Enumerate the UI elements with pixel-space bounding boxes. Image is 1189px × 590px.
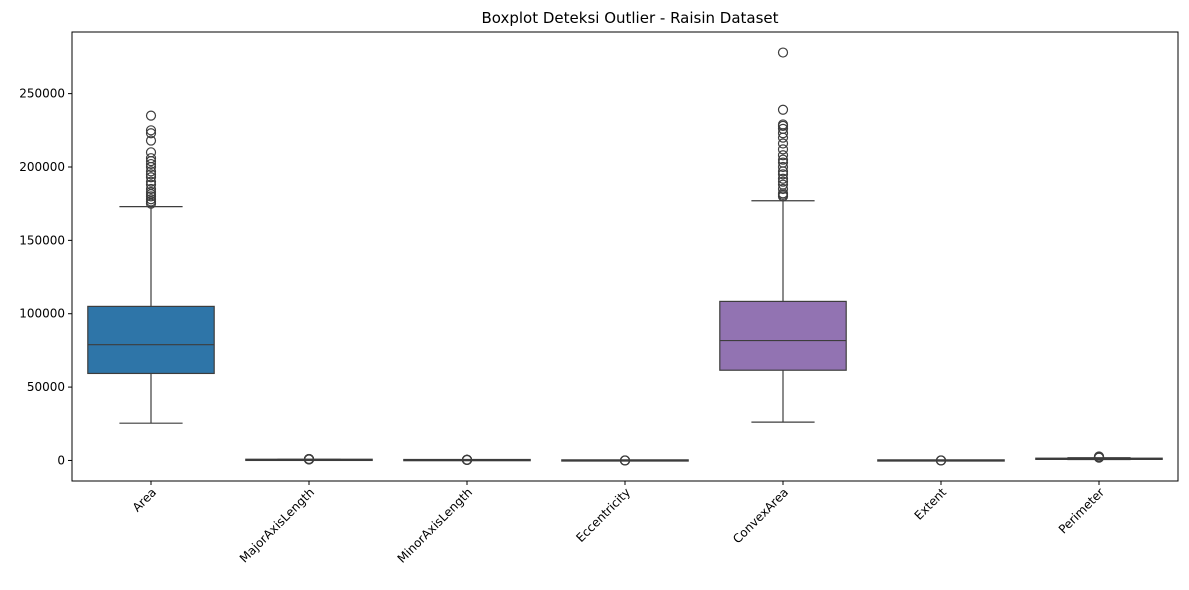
plot-area: 0 50000 100000 150000 200000 250000 Area MajorA… xyxy=(19,31,1179,566)
outlier-point xyxy=(145,179,157,190)
x-tick-label: Perimeter xyxy=(1056,485,1107,536)
y-tick-label: 0 xyxy=(57,453,65,467)
outlier-point xyxy=(619,455,631,466)
outlier-point xyxy=(777,169,789,180)
outlier-point xyxy=(145,186,157,198)
outlier-point xyxy=(777,179,789,190)
box-ConvexArea xyxy=(719,300,847,371)
outlier-point xyxy=(145,153,157,164)
y-tick-label: 150000 xyxy=(19,233,65,247)
outlier-point xyxy=(777,173,789,184)
outlier-point xyxy=(777,119,789,130)
outlier-point xyxy=(145,183,157,195)
outlier-point xyxy=(145,169,157,180)
y-tick-label: 100000 xyxy=(19,307,65,321)
box-Area xyxy=(87,305,215,375)
outlier-point xyxy=(777,150,789,161)
outlier-point xyxy=(1093,451,1105,462)
y-tick-label: 200000 xyxy=(19,160,65,174)
outlier-point xyxy=(145,176,157,187)
outlier-point xyxy=(777,157,789,168)
outlier-point xyxy=(777,104,789,115)
x-tick-label: MinorAxisLength xyxy=(395,485,476,566)
outlier-point xyxy=(145,166,157,177)
outlier-point xyxy=(303,453,315,465)
y-tick-label: 50000 xyxy=(27,380,65,394)
outlier-point xyxy=(777,154,789,165)
outlier-point xyxy=(935,455,947,466)
y-tick-label: 250000 xyxy=(19,87,65,101)
outlier-point xyxy=(145,110,157,121)
outlier-point xyxy=(777,176,789,187)
outlier-point xyxy=(777,183,789,195)
x-tick-label: Extent xyxy=(912,485,950,523)
outlier-point xyxy=(145,194,157,205)
outlier-point xyxy=(145,135,157,146)
outlier-point xyxy=(777,123,789,134)
outlier-point xyxy=(777,47,789,58)
x-tick-label: ConvexArea xyxy=(730,485,791,546)
outlier-point xyxy=(145,172,157,183)
outlier-point xyxy=(777,138,789,149)
plot-frame xyxy=(71,31,1179,482)
outlier-point xyxy=(461,454,473,465)
outlier-point xyxy=(145,125,157,136)
outlier-point xyxy=(145,128,157,139)
outlier-point xyxy=(145,158,157,170)
x-tick-label: Eccentricity xyxy=(573,485,633,545)
x-tick-label: MajorAxisLength xyxy=(237,485,317,565)
outlier-point xyxy=(145,147,157,158)
chart-title: Boxplot Deteksi Outlier - Raisin Dataset xyxy=(481,9,778,27)
outlier-point xyxy=(777,144,789,155)
x-tick-label: Area xyxy=(130,485,159,514)
outlier-point xyxy=(777,161,789,173)
